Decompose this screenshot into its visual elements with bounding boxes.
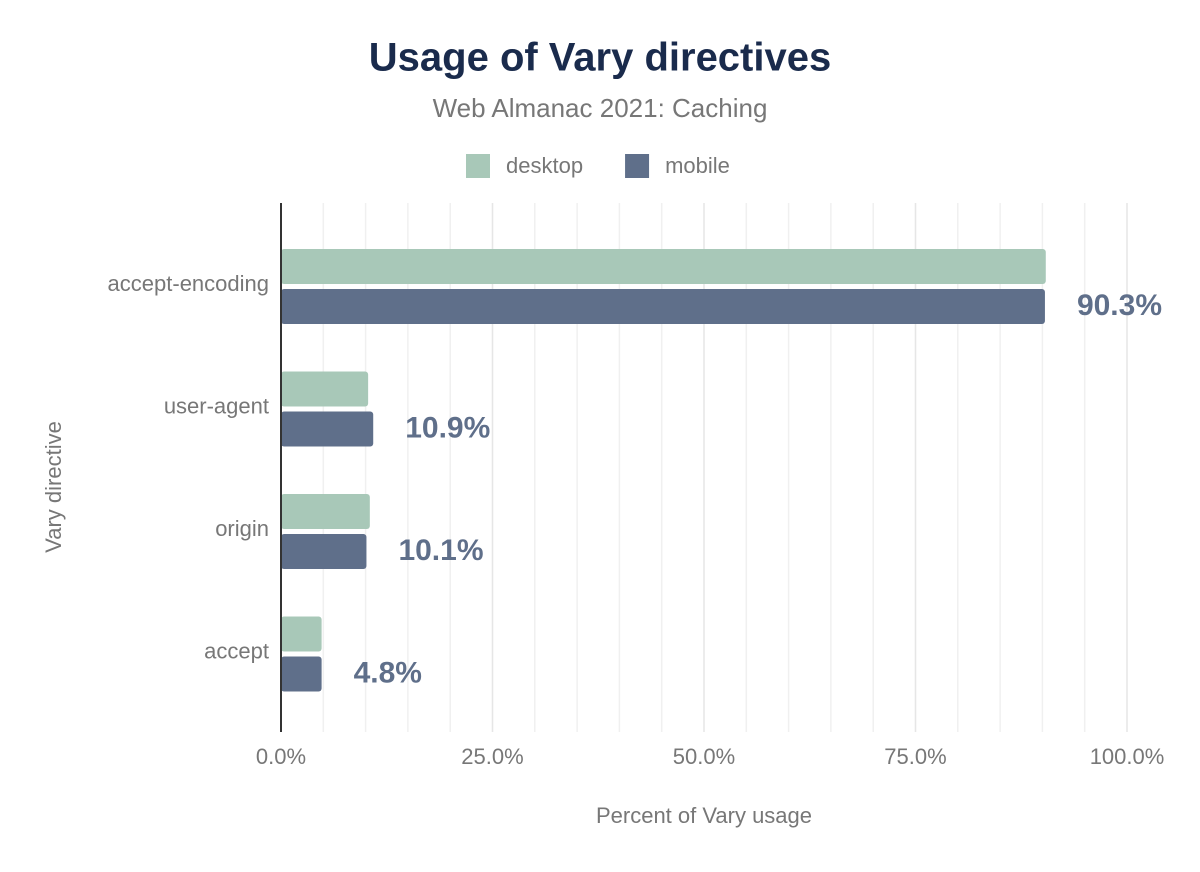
y-tick-label: user-agent bbox=[164, 393, 269, 418]
x-tick-label: 50.0% bbox=[673, 744, 735, 769]
x-tick-label: 25.0% bbox=[461, 744, 523, 769]
value-label: 10.1% bbox=[398, 534, 483, 567]
value-label: 4.8% bbox=[354, 656, 422, 689]
bar bbox=[281, 656, 322, 692]
value-label: 90.3% bbox=[1077, 289, 1162, 322]
bar bbox=[281, 494, 370, 529]
bar bbox=[281, 249, 1046, 284]
x-tick-label: 100.0% bbox=[1090, 744, 1165, 769]
bar bbox=[281, 371, 369, 407]
y-axis-title: Vary directive bbox=[41, 421, 66, 553]
legend-label: desktop bbox=[506, 153, 583, 178]
value-label: 10.9% bbox=[405, 411, 490, 444]
x-tick-label: 0.0% bbox=[256, 744, 306, 769]
legend-label: mobile bbox=[665, 153, 730, 178]
bar bbox=[281, 616, 322, 652]
x-tick-label: 75.0% bbox=[884, 744, 946, 769]
y-tick-label: origin bbox=[215, 516, 269, 541]
x-axis-title: Percent of Vary usage bbox=[596, 803, 812, 828]
y-tick-label: accept-encoding bbox=[108, 271, 269, 296]
legend-swatch bbox=[625, 154, 650, 178]
chart-subtitle: Web Almanac 2021: Caching bbox=[433, 93, 768, 123]
bar bbox=[281, 534, 367, 569]
legend-swatch bbox=[466, 154, 490, 178]
y-tick-label: accept bbox=[204, 638, 269, 663]
bar bbox=[281, 411, 374, 447]
bar bbox=[281, 289, 1045, 324]
chart-title: Usage of Vary directives bbox=[369, 36, 831, 80]
